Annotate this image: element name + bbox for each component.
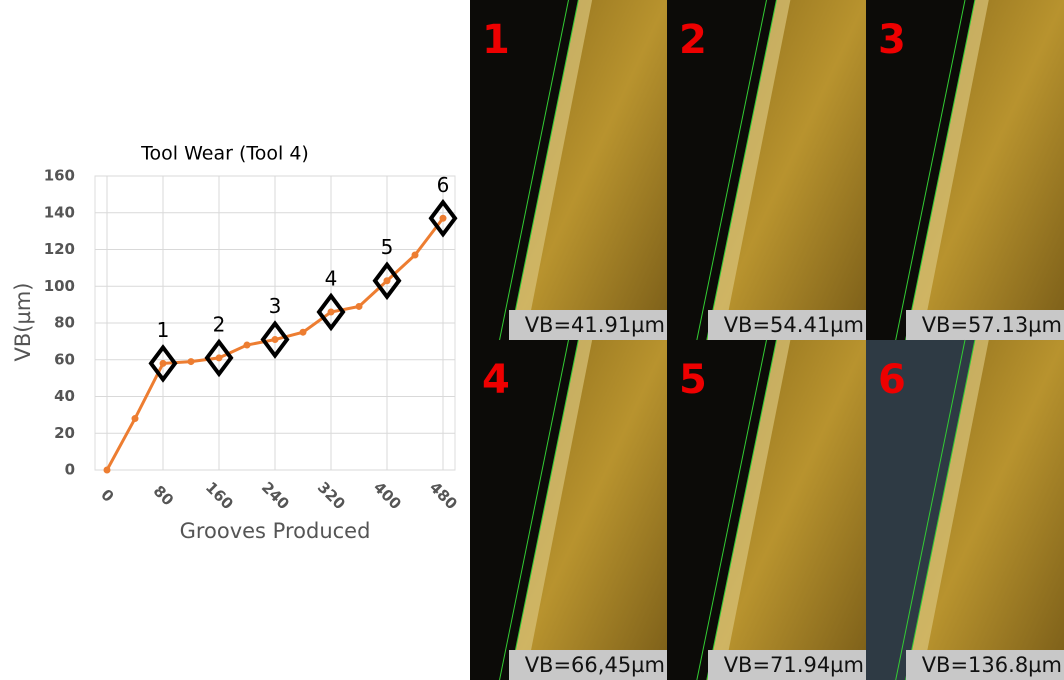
x-tick-label: 480 [426, 478, 461, 513]
y-tick-label: 100 [44, 277, 75, 295]
micrograph: 3 VB=57.13µm [866, 0, 1064, 340]
x-tick-label: 0 [97, 486, 117, 506]
micrograph: 4 VB=66,45µm [470, 340, 667, 680]
data-point [440, 215, 447, 222]
y-tick-label: 120 [44, 240, 75, 258]
data-point [412, 252, 419, 259]
x-tick-label: 160 [202, 478, 237, 513]
data-point [244, 342, 251, 349]
data-point [216, 354, 223, 361]
vb-label: VB=66,45µm [525, 653, 665, 677]
y-tick-label: 160 [44, 167, 75, 185]
y-tick-label: 140 [44, 203, 75, 221]
chart-title: Tool Wear (Tool 4) [140, 143, 309, 165]
x-tick-label: 400 [370, 478, 405, 513]
y-tick-label: 60 [54, 350, 75, 368]
vb-label: VB=71.94µm [724, 653, 864, 677]
panel-number: 5 [679, 357, 707, 403]
panel-number: 4 [482, 357, 510, 403]
annotation-label: 5 [381, 235, 394, 259]
annotation-label: 1 [157, 318, 170, 342]
vb-label: VB=136.8µm [922, 653, 1062, 677]
annotation-label: 2 [213, 312, 226, 336]
x-tick-label: 80 [150, 482, 177, 509]
data-point [188, 358, 195, 365]
x-axis-label: Grooves Produced [180, 519, 371, 543]
annotation-label: 4 [325, 266, 338, 290]
panel-number: 1 [482, 17, 510, 63]
annotation-label: 6 [437, 173, 450, 197]
vb-label: VB=57.13µm [922, 313, 1062, 337]
y-tick-label: 20 [54, 424, 75, 442]
y-tick-label: 80 [54, 314, 75, 332]
y-tick-label: 40 [54, 387, 75, 405]
data-point [356, 303, 363, 310]
y-tick-label: 0 [65, 461, 75, 479]
data-point [328, 308, 335, 315]
figure: Tool Wear (Tool 4) VB(µm) Grooves Produc… [0, 0, 1064, 680]
data-point [104, 467, 111, 474]
micrograph: 2 VB=54.41µm [667, 0, 866, 340]
data-point [132, 415, 139, 422]
data-point [272, 336, 279, 343]
micrograph: 5 VB=71.94µm [667, 340, 866, 680]
annotation-label: 3 [269, 294, 282, 318]
data-point [160, 360, 167, 367]
y-axis-label: VB(µm) [11, 283, 35, 362]
micrograph: 6 VB=136.8µm [866, 340, 1064, 680]
panel-number: 6 [878, 357, 906, 403]
data-point [300, 329, 307, 336]
data-point [384, 277, 391, 284]
x-tick-label: 320 [314, 478, 349, 513]
micrograph: 1 VB=41.91µm [470, 0, 667, 340]
vb-label: VB=54.41µm [724, 313, 864, 337]
vb-label: VB=41.91µm [525, 313, 665, 337]
panel-number: 3 [878, 17, 906, 63]
panel-number: 2 [679, 17, 707, 63]
x-tick-label: 240 [258, 478, 293, 513]
